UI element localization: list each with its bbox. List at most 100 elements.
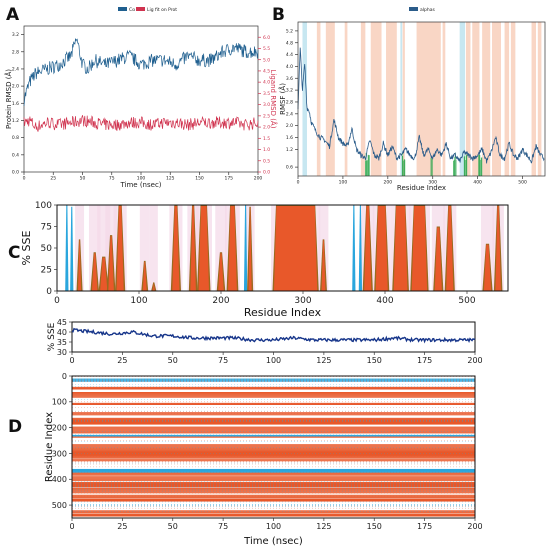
panel-a-xtick-label: 125 <box>166 176 175 182</box>
panel-d-top-plot-frame <box>71 321 476 353</box>
heatmap-helix-row <box>72 489 475 491</box>
heatmap-helix-row <box>72 479 475 481</box>
heatmap-helix-row <box>72 459 475 461</box>
heatmap-helix-row <box>72 494 475 496</box>
sse-strand-segment <box>358 205 363 291</box>
heatmap-strand-row <box>72 435 475 437</box>
heatmap-helix-row <box>72 492 475 493</box>
heatmap-helix-row <box>72 455 475 456</box>
panel-b-helix-region <box>510 22 516 176</box>
heatmap-helix-row <box>72 412 475 414</box>
panel-a-xtick-label: 150 <box>195 176 204 182</box>
sse-helix-segment <box>218 253 224 291</box>
heatmap-helix-row <box>72 492 475 494</box>
heatmap-helix-row <box>72 447 475 448</box>
heatmap-helix-row <box>72 514 475 516</box>
legend-swatch-alphas <box>409 7 418 11</box>
legend-label-ligand: Lig fit on Prot <box>147 7 177 13</box>
panel-a-rmsd-chart: Cα Lig fit on Prot 0 25 50 75 100 125 150 175 200… <box>4 7 278 189</box>
panel-a-right-ytick-label: 6.0 <box>263 35 270 41</box>
panel-d-ylabel: Residue Index <box>44 412 55 482</box>
panel-d-ytick-label: 500 <box>52 501 67 510</box>
panel-b-helix-region <box>386 22 397 176</box>
panel-d-ytick-label: 100 <box>52 398 67 407</box>
heatmap-helix-row <box>72 449 475 451</box>
panel-c-xtick-label: 500 <box>458 296 475 306</box>
panel-d-sse-heatmap: 0 25 50 75 100 125 150 175 200 0 100 200 300 400 500 T… <box>44 372 483 547</box>
heatmap-helix-row <box>72 495 475 496</box>
sse-helix-segment <box>142 261 147 291</box>
heatmap-helix-row <box>72 447 475 449</box>
panel-label-d: D <box>8 417 22 437</box>
sse-helix-segment <box>273 206 318 291</box>
heatmap-strand-row <box>72 434 475 436</box>
panel-d-top-xtick-label: 125 <box>316 356 331 365</box>
heatmap-helix-row <box>72 431 475 433</box>
sse-helix-segment <box>446 206 454 291</box>
heatmap-helix-row <box>72 397 475 398</box>
panel-b-ytick-label: 5.2 <box>286 28 293 34</box>
heatmap-helix-row <box>72 496 475 497</box>
panel-c-ytick-label: 75 <box>41 223 52 233</box>
heatmap-helix-row <box>72 420 475 422</box>
panel-c-background-band <box>88 205 101 291</box>
panel-b-helix-region <box>465 22 471 176</box>
heatmap-helix-row <box>72 387 475 389</box>
panel-d-xtick-label: 175 <box>417 522 432 531</box>
heatmap-helix-row <box>72 499 475 501</box>
heatmap-helix-row <box>72 414 475 416</box>
panel-d-top-xtick-label: 200 <box>467 356 482 365</box>
panel-a-xtick-label: 200 <box>254 176 263 182</box>
sse-helix-segment <box>172 206 180 291</box>
panel-d-ytick-label: 400 <box>52 475 67 484</box>
heatmap-helix-row <box>72 490 475 492</box>
heatmap-helix-row <box>72 479 475 480</box>
panel-b-rmsf-chart: alphas 0 100 200 300 400 500 0.6 1.2 1.6 2.0 2.4 2.… <box>278 7 546 192</box>
heatmap-helix-row <box>72 430 475 431</box>
heatmap-strand-row <box>72 380 475 381</box>
panel-b-ytick-label: 3.6 <box>286 76 293 82</box>
heatmap-helix-row <box>72 419 475 420</box>
legend-label-alphas: alphas <box>420 7 435 13</box>
heatmap-helix-row <box>72 485 475 487</box>
panel-b-ytick-label: 1.6 <box>286 135 293 141</box>
sse-helix-segment <box>78 240 82 291</box>
heatmap-helix-row <box>72 392 475 393</box>
heatmap-helix-row <box>72 412 475 413</box>
heatmap-helix-row <box>72 445 475 447</box>
heatmap-strand-row <box>72 379 475 381</box>
heatmap-helix-row <box>72 488 475 489</box>
panel-a-ylabel: Protein RMSD (Å) <box>4 69 13 129</box>
panel-a-xtick-label: 25 <box>50 176 56 182</box>
heatmap-helix-row <box>72 421 475 423</box>
panel-d-top-xtick-label: 100 <box>266 356 281 365</box>
panel-a-ytick-label: 0.4 <box>12 152 19 158</box>
heatmap-helix-row <box>72 395 475 397</box>
legend-swatch-ligand <box>136 7 145 11</box>
heatmap-helix-row <box>72 450 475 452</box>
heatmap-helix-row <box>72 388 475 390</box>
heatmap-helix-row <box>72 420 475 422</box>
sse-helix-segment <box>190 206 196 291</box>
heatmap-helix-row <box>72 489 475 490</box>
heatmap-helix-row <box>72 437 475 438</box>
heatmap-helix-row <box>72 483 475 485</box>
panel-b-helix-region <box>416 22 441 176</box>
panel-d-top-xtick-label: 75 <box>218 356 228 365</box>
sse-helix-segment <box>375 206 388 291</box>
panel-a-right-ytick-label: 0.5 <box>263 158 270 164</box>
panel-a-right-ytick-label: 1.5 <box>263 136 270 142</box>
heatmap-helix-row <box>72 423 475 425</box>
sse-helix-segment <box>248 207 252 291</box>
panel-a-ytick-label: 1.2 <box>12 118 19 124</box>
panel-b-legend: alphas <box>409 7 435 13</box>
heatmap-helix-row <box>72 480 475 481</box>
panel-b-ytick-label: 4.0 <box>286 64 293 70</box>
panel-b-ytick-label: 2.4 <box>286 111 293 117</box>
heatmap-helix-row <box>72 459 475 460</box>
heatmap-helix-row <box>72 498 475 500</box>
heatmap-helix-row <box>72 417 475 419</box>
heatmap-helix-row <box>72 457 475 459</box>
sse-percent-line <box>71 327 476 344</box>
panel-d-top-ytick-label: 35 <box>57 338 67 347</box>
